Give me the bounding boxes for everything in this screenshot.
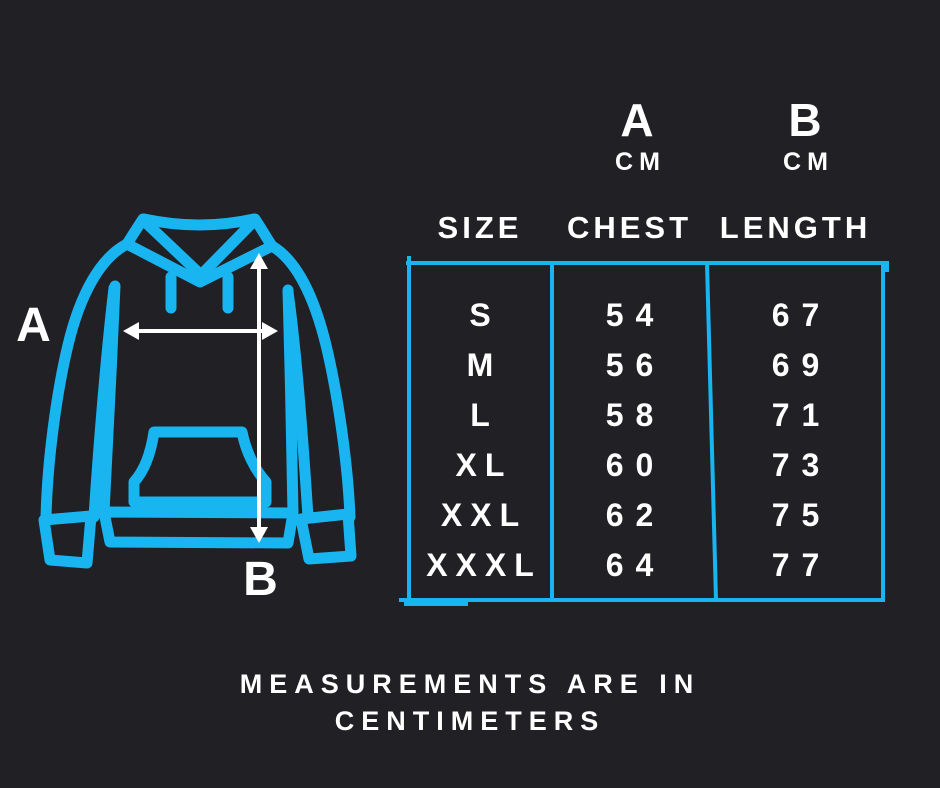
size-value: XXL bbox=[440, 496, 528, 533]
unit-b-cm: CM bbox=[783, 148, 834, 176]
measurement-label-a: A bbox=[16, 299, 52, 352]
unit-header-a: A CM bbox=[560, 97, 715, 177]
chest-value: 56 bbox=[605, 346, 666, 383]
chest-value: 54 bbox=[605, 296, 666, 333]
chest-value: 64 bbox=[605, 546, 666, 583]
unit-a-cm: CM bbox=[615, 148, 666, 176]
length-value: 67 bbox=[771, 296, 832, 333]
length-value: 69 bbox=[771, 346, 832, 383]
size-value: L bbox=[470, 396, 498, 433]
column-header-length: LENGTH bbox=[719, 210, 872, 245]
size-value: M bbox=[466, 346, 502, 383]
size-value: S bbox=[469, 296, 499, 333]
chest-value: 62 bbox=[605, 496, 666, 533]
size-value: XL bbox=[455, 446, 513, 483]
caption: MEASUREMENTS ARE IN CENTIMETERS bbox=[0, 666, 940, 740]
table-row: XXXL 64 77 bbox=[408, 540, 884, 590]
unit-header-b: B CM bbox=[718, 97, 893, 177]
chest-value: 60 bbox=[605, 446, 666, 483]
table-row: XL 60 73 bbox=[408, 440, 884, 490]
length-value: 71 bbox=[771, 396, 832, 433]
length-value: 73 bbox=[771, 446, 832, 483]
hoodie-outline-icon bbox=[38, 213, 357, 569]
column-header-size: SIZE bbox=[437, 210, 523, 245]
unit-b-letter: B bbox=[788, 94, 823, 146]
caption-line-1: MEASUREMENTS ARE IN bbox=[239, 669, 701, 699]
table-row: XXL 62 75 bbox=[408, 490, 884, 540]
table-row: L 58 71 bbox=[408, 390, 884, 440]
vertical-double-arrow-icon bbox=[250, 253, 268, 543]
column-header-chest: CHEST bbox=[566, 210, 693, 245]
size-value: XXXL bbox=[426, 546, 542, 583]
length-value: 75 bbox=[771, 496, 832, 533]
chest-value: 58 bbox=[605, 396, 666, 433]
horizontal-double-arrow-icon bbox=[123, 322, 278, 340]
length-value: 77 bbox=[771, 546, 832, 583]
unit-a-letter: A bbox=[620, 94, 655, 146]
table-row: S 54 67 bbox=[408, 290, 884, 340]
caption-line-2: CENTIMETERS bbox=[334, 706, 606, 736]
size-table-body: S 54 67 M 56 69 L 58 71 XL 60 73 XXL 62 … bbox=[408, 263, 884, 601]
measurement-label-b: B bbox=[243, 553, 279, 606]
table-row: M 56 69 bbox=[408, 340, 884, 390]
